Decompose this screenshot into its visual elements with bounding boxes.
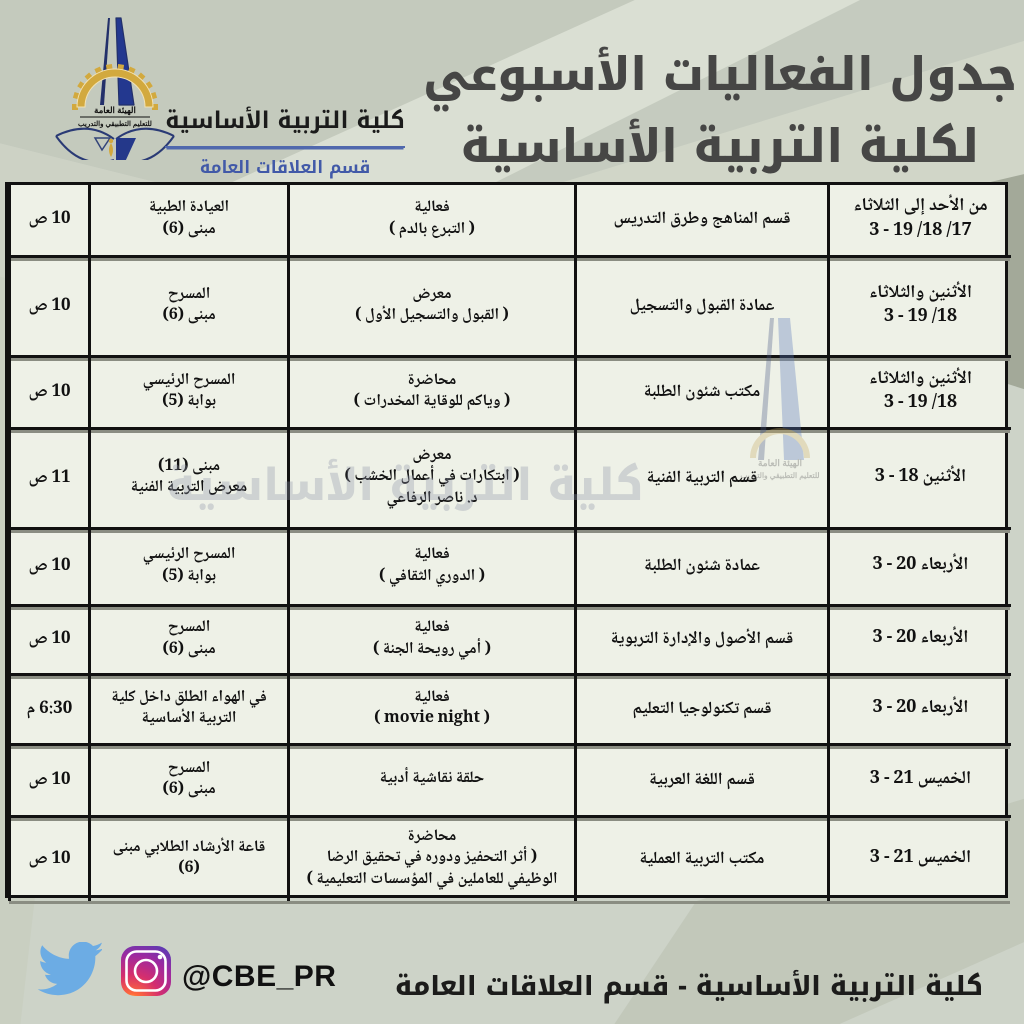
- svg-text:الهيئة العامة: الهيئة العامة: [94, 105, 136, 116]
- svg-text:للتعليم التطبيقي والتدريب: للتعليم التطبيقي والتدريب: [78, 120, 152, 129]
